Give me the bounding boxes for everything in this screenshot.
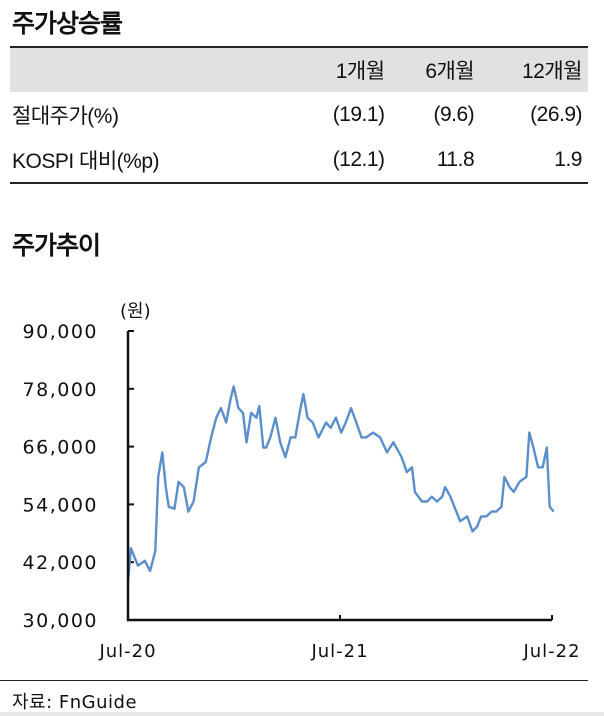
y-tick-label: 66,000 (23, 437, 98, 459)
y-unit-label: (원) (120, 301, 151, 322)
returns-table: 1개월 6개월 12개월 절대주가(%) (19.1) (9.6) (26.9)… (10, 46, 588, 184)
row-label: KOSPI 대비(%p) (12, 149, 160, 173)
table-header-row: 1개월 6개월 12개월 (10, 47, 588, 92)
bottom-strip (0, 712, 604, 716)
table-row: 절대주가(%) (19.1) (9.6) (26.9) (10, 92, 588, 137)
header-6m: 6개월 (425, 60, 475, 83)
cell: (26.9) (530, 102, 582, 126)
row-label: 절대주가(%) (12, 104, 119, 128)
x-tick-label: Jul-22 (522, 641, 580, 662)
cell: 11.8 (436, 147, 475, 171)
y-tick-label: 54,000 (23, 494, 98, 516)
y-tick-label: 78,000 (23, 379, 98, 401)
cell: (9.6) (433, 102, 475, 126)
x-tick-label: Jul-21 (310, 641, 368, 662)
header-12m: 12개월 (522, 60, 582, 83)
section-title-returns: 주가상승률 (12, 9, 123, 38)
header-empty (10, 47, 296, 92)
section-title-price-trend: 주가추이 (12, 231, 101, 260)
header-1m: 1개월 (335, 60, 385, 83)
cell: (19.1) (332, 102, 385, 126)
chart-axes (126, 331, 552, 622)
cell: 1.9 (554, 147, 582, 171)
table-row: KOSPI 대비(%p) (12.1) 11.8 1.9 (10, 137, 588, 183)
y-tick-label: 42,000 (23, 552, 98, 574)
source-note: 자료: FnGuide (12, 692, 138, 713)
price-series-line (126, 385, 555, 582)
cell: (12.1) (332, 147, 385, 171)
y-tick-label: 30,000 (23, 610, 98, 632)
y-tick-label: 90,000 (23, 321, 98, 343)
source-divider (0, 680, 588, 681)
price-line-chart: (원) 90,000 78,000 66,000 54,000 42,000 30,000… (23, 301, 580, 662)
x-tick-label: Jul-20 (98, 641, 156, 662)
